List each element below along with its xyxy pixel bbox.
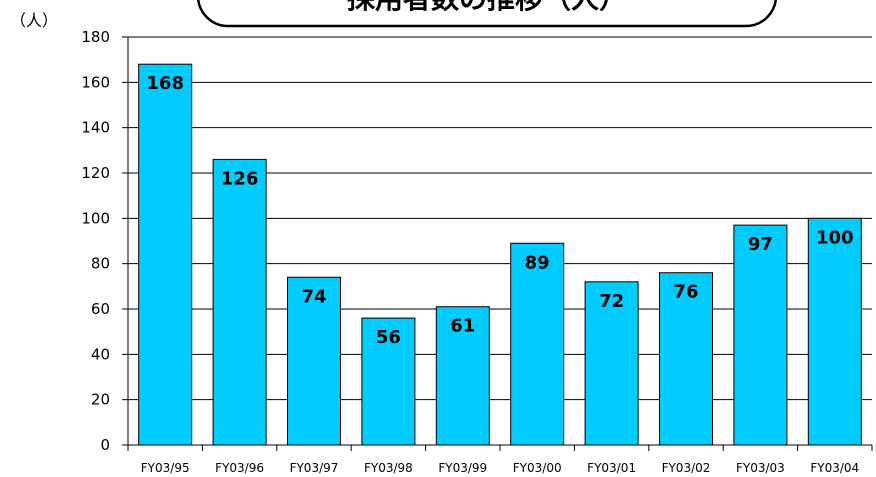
y-tick-label: 120 <box>81 164 110 182</box>
x-tick-label: FY03/97 <box>290 461 339 475</box>
x-tick-label: FY03/03 <box>736 461 785 475</box>
title-box <box>197 0 777 28</box>
bar <box>287 276 341 446</box>
y-tick-label: 60 <box>91 300 110 318</box>
y-tick-label: 80 <box>91 255 110 273</box>
x-tick-label: FY03/00 <box>513 461 562 475</box>
y-tick-label: 180 <box>81 28 110 46</box>
x-tick-label: FY03/95 <box>141 461 190 475</box>
y-unit-label: （人） <box>10 11 58 30</box>
y-tick-label: 20 <box>91 391 110 409</box>
data-label: 97 <box>748 234 773 255</box>
data-label: 74 <box>301 286 326 307</box>
y-axis-ticks: 0 20 40 60 80 100 120 140 160 180 <box>81 28 128 454</box>
data-label: 126 <box>221 168 259 189</box>
data-label: 72 <box>599 291 624 312</box>
bar <box>361 317 416 446</box>
y-tick-label: 40 <box>91 345 110 363</box>
x-tick-label: FY03/98 <box>364 461 413 475</box>
x-tick-label: FY03/01 <box>587 461 636 475</box>
data-label: 76 <box>673 282 698 303</box>
bar <box>733 224 788 446</box>
bar <box>807 217 862 446</box>
bar <box>510 242 565 446</box>
chart-title-banner: 採用者数の推移（人） <box>197 0 777 28</box>
data-label: 89 <box>525 252 550 273</box>
x-axis-ticks: FY03/95 FY03/96 FY03/97 FY03/98 FY03/99 FY03/… <box>127 445 873 475</box>
chart-title: 採用者数の推移（人） <box>347 0 627 15</box>
y-tick-label: 140 <box>81 119 110 137</box>
data-label: 100 <box>816 227 854 248</box>
y-tick-label: 160 <box>81 73 110 91</box>
x-tick-label: FY03/02 <box>662 461 711 475</box>
data-label: 168 <box>146 73 184 94</box>
bar <box>659 272 713 446</box>
y-tick-label: 100 <box>81 209 110 227</box>
data-label: 56 <box>376 327 401 348</box>
bar <box>138 63 193 446</box>
y-tick-label: 0 <box>100 436 110 454</box>
data-label: 61 <box>450 316 475 337</box>
bar <box>435 306 490 446</box>
x-tick-label: FY03/04 <box>810 461 859 475</box>
x-tick-label: FY03/96 <box>215 461 264 475</box>
bar <box>584 281 639 446</box>
x-tick-label: FY03/99 <box>438 461 487 475</box>
data-labels: 168 126 74 56 61 89 72 76 97 100 <box>146 73 853 348</box>
bars <box>138 63 862 446</box>
bar <box>212 158 267 446</box>
